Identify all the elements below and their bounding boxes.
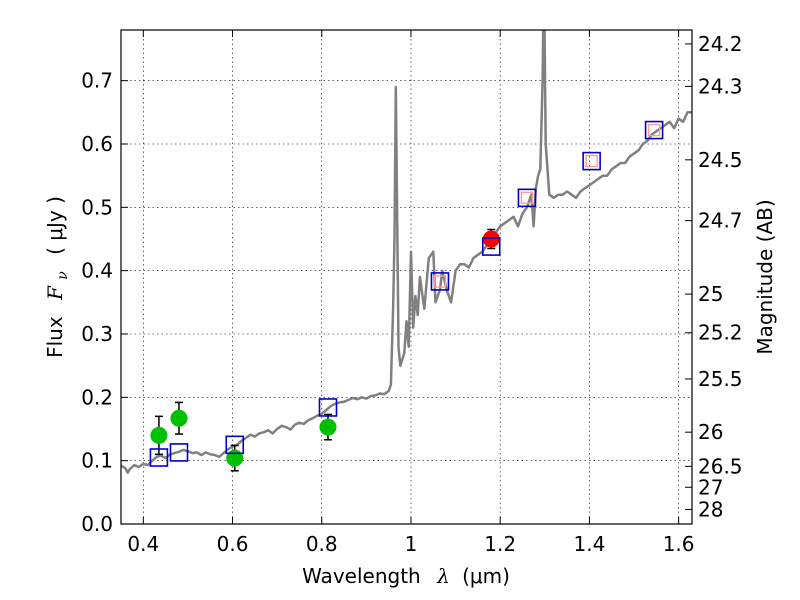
right-tick-label: 24.2	[698, 32, 743, 56]
x-axis-title-text: Wavelength	[302, 564, 421, 588]
markers	[149, 120, 664, 472]
y-tick-label: 0.4	[81, 259, 113, 283]
x-tick-label: 1	[405, 532, 418, 556]
model-photometry-box	[169, 443, 189, 462]
model-photometry-box	[225, 435, 245, 455]
right-tick-label: 25.5	[698, 367, 743, 391]
model-spectrum-line	[121, 30, 692, 474]
model-photometry-inner-box	[585, 154, 598, 168]
model-photometry-box	[644, 120, 664, 140]
right-tick-label: 27	[698, 475, 723, 499]
y-axis-title-text: Flux	[43, 316, 67, 358]
y-tick-label: 0.0	[81, 512, 113, 536]
right-tick-label: 28	[698, 497, 723, 521]
y-axis-title-symbol: F	[43, 285, 67, 301]
model-photometry-box	[430, 272, 450, 291]
right-tick-label: 24.5	[698, 148, 743, 172]
x-tick-label: 1.4	[573, 532, 605, 556]
y-axis-title-subscript: ν	[55, 271, 71, 280]
y-axis-title: Flux F ν ( μJy )	[43, 196, 72, 358]
x-axis-title: Wavelength λ (μm)	[302, 564, 510, 588]
plot-frame	[120, 29, 693, 525]
x-axis-title-symbol: λ	[436, 564, 450, 588]
right-tick-label: 24.7	[698, 209, 743, 233]
right-axis-title: Magnitude (AB)	[753, 199, 777, 354]
observed_photometry-point	[150, 426, 168, 444]
x-axis-title-unit: (μm)	[462, 564, 510, 588]
observed_nir-point	[482, 230, 500, 248]
axis-ticks: 0.4 0.6 0.8 1 1.2 1.4 1.6 0.0 0.1 0.2 0.3 0.4 0.5 0.6…	[81, 30, 743, 556]
x-tick-label: 1.2	[484, 532, 516, 556]
x-tick-label: 1.6	[663, 532, 695, 556]
model-photometry-box	[149, 448, 169, 467]
y-axis-title-unit: ( μJy )	[43, 196, 67, 255]
y-tick-label: 0.3	[81, 322, 113, 346]
plot-area	[121, 30, 692, 474]
observed_photometry-point	[319, 418, 337, 436]
model-photometry-inner-box	[647, 123, 661, 137]
right-tick-label: 25	[698, 282, 723, 306]
x-tick-label: 0.6	[217, 532, 249, 556]
right-tick-label: 24.3	[698, 74, 743, 98]
model-photometry-inner-box	[433, 275, 447, 288]
model-photometry-box	[481, 237, 501, 256]
y-tick-label: 0.7	[81, 69, 113, 93]
x-tick-label: 0.8	[306, 532, 338, 556]
model-photometry-box	[582, 151, 601, 171]
model-photometry-box	[318, 398, 338, 417]
right-tick-label: 26.5	[698, 454, 743, 478]
observed_photometry-point	[170, 409, 188, 427]
right-tick-label: 26	[698, 420, 723, 444]
y-tick-label: 0.5	[81, 195, 113, 219]
y-tick-label: 0.2	[81, 385, 113, 409]
right-tick-label: 25.2	[698, 321, 743, 345]
model-photometry-inner-box	[520, 191, 534, 205]
observed_photometry-point	[226, 449, 244, 467]
model-photometry-box	[517, 188, 537, 208]
y-tick-label: 0.1	[81, 449, 113, 473]
y-tick-label: 0.6	[81, 132, 113, 156]
x-tick-label: 0.4	[127, 532, 159, 556]
